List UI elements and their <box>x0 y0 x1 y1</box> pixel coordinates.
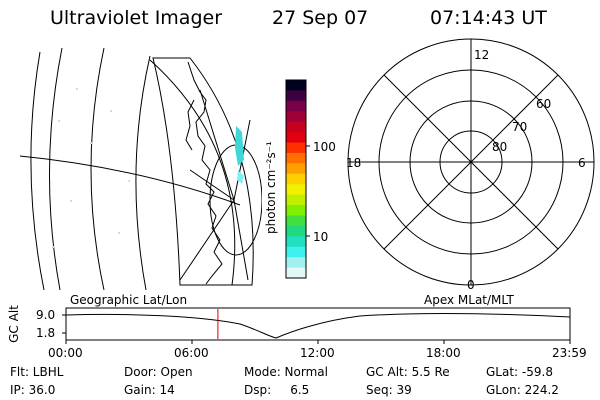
mlt-label-dusk: 18 <box>346 156 362 170</box>
altitude-curve <box>65 312 571 339</box>
geographic-image-panel <box>19 47 262 290</box>
timeline-ytick-label: 1.8 <box>36 326 56 340</box>
latitude-arc <box>149 59 236 286</box>
colorbar-cell <box>286 80 306 92</box>
auroral-emission <box>235 126 244 166</box>
auroral-oval <box>209 144 262 256</box>
coastline <box>187 61 223 285</box>
colorbar-cell <box>286 267 306 279</box>
longitude-arc <box>49 47 63 290</box>
polar-mlat-mlt-plot <box>347 38 595 286</box>
colorbar-cell <box>286 236 306 248</box>
colorbar-unit-label: photon cm⁻²s⁻¹ <box>264 141 278 234</box>
latitude-line <box>19 155 241 206</box>
mlat-label-80: 80 <box>492 140 508 154</box>
colorbar-cell <box>286 184 306 196</box>
meridian-line <box>233 199 249 281</box>
door-readout: Door: Open <box>124 365 193 379</box>
colorbar-cell <box>286 173 306 185</box>
mlt-label-dawn: 6 <box>578 156 586 170</box>
diagonal-meridian <box>383 74 559 250</box>
longitude-arc <box>135 55 151 290</box>
timeline-axis-title: GC Alt <box>7 305 21 343</box>
colorbar-cell <box>286 257 306 269</box>
colorbar-cell <box>286 90 306 102</box>
colorbar-cell <box>286 121 306 133</box>
filter-readout: Flt: LBHL <box>10 365 64 379</box>
meridian-line <box>189 169 235 201</box>
colorbar-cell <box>286 163 306 175</box>
colorbar-cell <box>286 215 306 227</box>
meridian-line <box>199 89 235 201</box>
meridian-line <box>179 199 235 281</box>
coastline <box>185 99 195 151</box>
timeline-ytick-label: 9.0 <box>36 308 56 322</box>
image-footprint <box>152 57 254 286</box>
colorbar-cell <box>286 152 306 164</box>
longitude-arc <box>30 51 45 290</box>
colorbar-cell <box>286 246 306 258</box>
image-noise <box>52 88 130 248</box>
observation-date: 27 Sep 07 <box>272 7 369 29</box>
colorbar-cell <box>286 194 306 206</box>
seq-readout: Seq: 39 <box>366 383 412 397</box>
mode-readout: Mode: Normal <box>244 365 328 379</box>
observation-time: 07:14:43 UT <box>430 7 547 29</box>
timeline-right-title: Apex MLat/MLT <box>424 293 514 307</box>
glon-readout: GLon: 224.2 <box>486 383 559 397</box>
instrument-title: Ultraviolet Imager <box>50 7 223 29</box>
colorbar-frame <box>285 79 307 279</box>
auroral-emission <box>237 170 244 184</box>
colorbar-cell <box>286 100 306 112</box>
mlat-label-70: 70 <box>512 120 528 134</box>
mlat-label-60: 60 <box>536 97 552 111</box>
mlt-label-noon: 12 <box>474 48 490 62</box>
timeline-xtick-label: 23:59 <box>552 346 587 360</box>
timeline-xtick-label: 12:00 <box>300 346 335 360</box>
colorbar-cell <box>286 132 306 144</box>
mlt-label-midnight: 0 <box>467 278 475 292</box>
timeline-left-title: Geographic Lat/Lon <box>70 293 188 307</box>
orbit-timeline-plot <box>62 307 571 344</box>
colorbar-cell <box>286 205 306 217</box>
dsp-readout: Dsp: 6.5 <box>244 383 310 397</box>
ip-readout: IP: 36.0 <box>10 383 56 397</box>
colorbar-cell <box>286 142 306 154</box>
intensity-colorbar <box>285 79 310 279</box>
timeline-xtick-label: 18:00 <box>426 346 461 360</box>
longitude-arc <box>90 47 105 290</box>
timeline-xtick-label: 00:00 <box>48 346 83 360</box>
colorbar-cell <box>286 111 306 123</box>
gain-readout: Gain: 14 <box>124 383 175 397</box>
colorbar-tick-label: 100 <box>313 140 336 154</box>
colorbar-cell <box>286 225 306 237</box>
glat-readout: GLat: -59.8 <box>486 365 553 379</box>
gc-alt-readout: GC Alt: 5.5 Re <box>366 365 450 379</box>
timeline-xtick-label: 06:00 <box>174 346 209 360</box>
colorbar-tick-label: 10 <box>313 230 329 244</box>
